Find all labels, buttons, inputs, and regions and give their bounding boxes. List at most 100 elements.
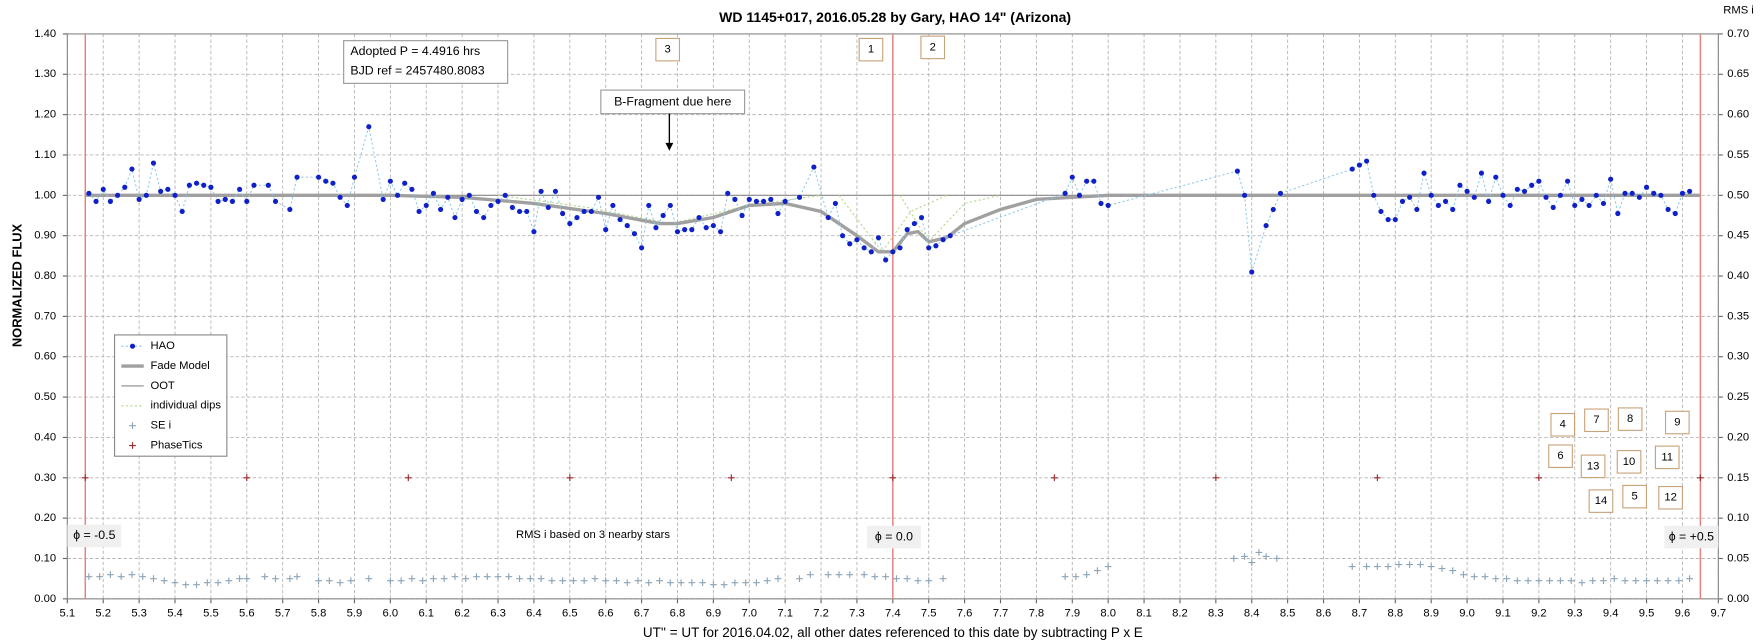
plus-point: [1481, 573, 1489, 581]
hao-point: [1069, 174, 1075, 180]
x-tick-label: 7.4: [885, 607, 901, 619]
hao-point: [538, 188, 544, 194]
hao-point: [1586, 202, 1592, 209]
plus-point: [1438, 565, 1446, 572]
dip-box: [1580, 454, 1606, 479]
hao-point: [1457, 182, 1463, 188]
x-axis-label: UT'' = UT for 2016.04.02, all other date…: [643, 625, 1143, 640]
plus-point: [1104, 563, 1112, 570]
y2-tick-label: 0.70: [1727, 28, 1749, 40]
plus-point: [1395, 561, 1403, 568]
x-tick-label: 5.2: [95, 607, 111, 619]
hao-point: [488, 202, 494, 209]
plus-point: [1578, 579, 1586, 587]
plus-point: [548, 577, 556, 585]
dip-label: 3: [665, 44, 671, 56]
y-tick-label: 0.70: [34, 310, 56, 322]
dip-box: [1588, 489, 1614, 513]
hao-point: [883, 257, 889, 263]
plus-point: [710, 581, 717, 589]
hao-point: [682, 227, 688, 233]
y2-tick-label: 0.05: [1727, 552, 1749, 564]
info-box: [343, 40, 509, 84]
plus-point: [613, 577, 620, 585]
dip-box: [1550, 412, 1576, 437]
plus-point: [1406, 561, 1414, 568]
plus-point: [404, 474, 412, 482]
x-tick-label: 8.5: [1280, 607, 1296, 619]
hao-point: [725, 190, 731, 196]
hao-point: [165, 186, 171, 192]
hao-point: [610, 202, 616, 209]
plus-point: [860, 571, 868, 578]
hao-point: [1507, 202, 1513, 209]
plus-point: [193, 581, 200, 589]
hao-point: [1407, 194, 1413, 200]
plus-point: [939, 575, 947, 583]
y-tick-label: 0.60: [34, 351, 56, 363]
dip-label: 5: [1632, 491, 1638, 503]
plus-point: [451, 573, 459, 581]
plus-point: [889, 474, 897, 482]
x-tick-label: 6.8: [670, 607, 686, 619]
hao-point: [1543, 194, 1549, 200]
plus-point: [720, 581, 728, 589]
plus-point: [1460, 571, 1467, 578]
plus-point: [1094, 567, 1101, 574]
plus-point: [753, 579, 760, 587]
hao-point: [868, 249, 874, 255]
plus-point: [408, 575, 416, 583]
hao-point: [1105, 202, 1111, 209]
hao-point: [1450, 206, 1456, 213]
x-tick-label: 7.7: [993, 607, 1009, 619]
plus-point: [1589, 577, 1597, 585]
hao-point: [1263, 223, 1269, 229]
plus-point: [1535, 577, 1543, 585]
plus-point: [1262, 553, 1270, 560]
dips-line: [497, 194, 1001, 253]
fade-model-line: [85, 193, 1701, 254]
y-tick-label: 1.00: [34, 189, 56, 201]
x-tick-label: 6.3: [490, 607, 506, 619]
dip-label: 4: [1560, 419, 1566, 431]
hao-point: [696, 214, 702, 221]
y-tick-label: 0.10: [34, 552, 56, 564]
hao-point: [186, 182, 192, 188]
hao-point: [1464, 188, 1470, 194]
dip-label: 6: [1557, 450, 1563, 462]
x-tick-label: 7.5: [921, 607, 937, 619]
plus-point: [182, 581, 190, 589]
hao-point: [574, 214, 580, 221]
plus-point: [559, 577, 567, 585]
plus-point: [293, 573, 301, 581]
plus-point: [580, 577, 588, 585]
hao-point: [244, 198, 250, 204]
x-tick-label: 8.3: [1208, 607, 1224, 619]
plus-point: [1241, 553, 1248, 560]
annotation: ϕ = 0.0: [875, 529, 913, 543]
y-tick-label: 0.50: [34, 391, 56, 403]
legend-plus: [129, 442, 136, 449]
plus-point: [440, 575, 448, 583]
plus-point: [1546, 577, 1554, 585]
plus-point: [462, 575, 470, 583]
x-tick-label: 6.5: [562, 607, 578, 619]
plus-point: [397, 577, 405, 585]
plus-point: [570, 577, 577, 585]
plus-point: [526, 575, 534, 583]
plus-point: [139, 573, 147, 581]
plus-point: [566, 474, 574, 482]
plus-point: [1248, 559, 1256, 566]
hao-point: [1471, 194, 1477, 200]
plus-point: [1373, 474, 1381, 482]
plus-point: [1653, 577, 1661, 585]
hao-point: [588, 208, 594, 215]
plus-point: [1363, 563, 1370, 570]
hao-point: [1672, 210, 1678, 217]
plus-point: [483, 573, 491, 581]
hao-point: [1414, 206, 1420, 213]
plus-point: [1567, 577, 1575, 585]
y-tick-label: 0.80: [34, 270, 56, 282]
hao-point: [782, 198, 788, 204]
legend: HAO Fade Model OOT individual dips SE i Phase…: [113, 334, 228, 457]
